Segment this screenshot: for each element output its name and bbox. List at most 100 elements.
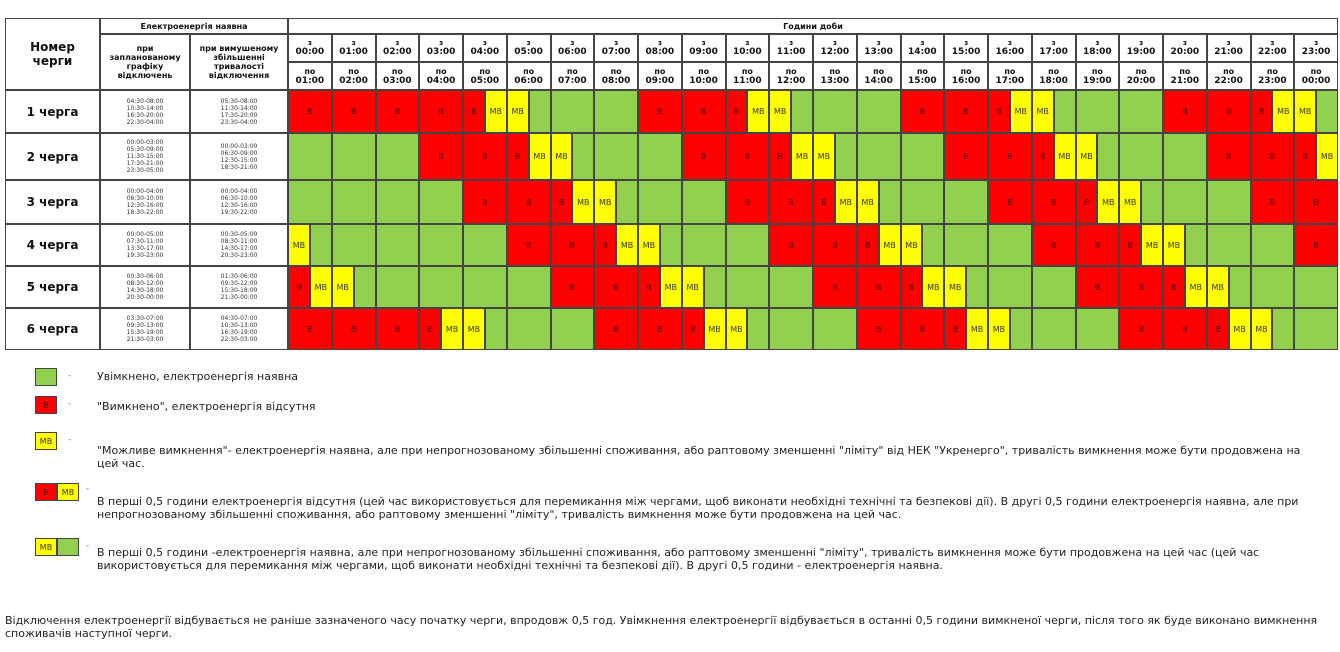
- from-time: 02:00: [383, 47, 412, 57]
- time-range: 06:30-10:00: [126, 195, 164, 202]
- half-hour-cell: МВ: [878, 224, 901, 266]
- legend-text: "Можливе вимкнення"- електроенергія наяв…: [97, 444, 1301, 470]
- planned-times: 00:00-04:00 06:30-10:00 12:30-16:00 18:30-2…: [100, 180, 190, 224]
- from-time: 17:00: [1039, 47, 1068, 57]
- from-time: 15:00: [951, 47, 981, 57]
- half-hour-cell: МВ: [550, 133, 573, 180]
- half-hour-cell: [484, 308, 507, 350]
- half-hour-cell: МВ: [856, 180, 879, 224]
- planned-times: 04:30-08:00 10:30-14:00 16:30-20:00 22:30-0…: [100, 90, 190, 133]
- forced-times: 01:30-06:00 09:30-12:00 15:30-18:00 21:30-0…: [190, 266, 288, 308]
- half-hour-cell: [1009, 308, 1032, 350]
- time-range: 13:30-17:00: [126, 245, 164, 252]
- half-hour-cell: МВ: [1031, 90, 1054, 133]
- hour-cell: В: [506, 224, 551, 266]
- half-hour-cell: В: [594, 224, 617, 266]
- from-label: з: [832, 39, 837, 47]
- hour-from: з 14:00: [900, 34, 945, 62]
- queue-name: 5 черга: [5, 266, 100, 308]
- forced-times: 04:30-07:00 10:30-13:00 16:30-19:00 22:30-0…: [190, 308, 288, 350]
- from-label: з: [351, 39, 356, 47]
- from-label: з: [657, 39, 662, 47]
- hour-to: по 19:00: [1075, 62, 1120, 90]
- to-label: по: [1310, 66, 1322, 76]
- to-time: 15:00: [908, 75, 937, 86]
- hour-from: з 01:00: [331, 34, 376, 62]
- to-time: 09:00: [645, 75, 675, 86]
- hour-cell: [944, 180, 988, 224]
- half-hour-cell: [1097, 133, 1120, 180]
- from-time: 20:00: [1170, 47, 1200, 57]
- hour-cell: В: [419, 90, 463, 133]
- half-hour-cell: [703, 266, 726, 308]
- hour-to: по 22:00: [1206, 62, 1251, 90]
- hour-cell: [419, 224, 463, 266]
- hour-to: по 10:00: [681, 62, 726, 90]
- to-label: по: [1266, 66, 1278, 76]
- legend-swatch: [35, 368, 57, 386]
- hour-cell: В: [550, 224, 595, 266]
- to-label: по: [479, 66, 491, 76]
- hour-to: по 02:00: [331, 62, 376, 90]
- time-range: 06:30-09:00: [220, 149, 258, 157]
- half-hour-cell: МВ: [747, 90, 770, 133]
- from-label: з: [482, 39, 487, 47]
- time-range: 15:30-19:00: [126, 329, 164, 336]
- from-time: 05:00: [514, 47, 543, 57]
- half-hour-cell: МВ: [1206, 266, 1229, 308]
- from-label: з: [526, 39, 531, 47]
- to-label: по: [1048, 66, 1060, 76]
- half-hour-cell: МВ: [506, 90, 529, 133]
- forced-times: 00:00-03:00 06:30-09:00 12:30-15:00 18:30-2…: [190, 133, 288, 180]
- hour-to: по 14:00: [856, 62, 901, 90]
- from-time: 08:00: [645, 47, 675, 57]
- hour-cell: В: [1250, 133, 1295, 180]
- from-time: 07:00: [601, 47, 631, 57]
- half-hour-cell: [1184, 224, 1207, 266]
- hour-cell: В: [419, 133, 463, 180]
- time-range: 05:30-08:00: [220, 97, 258, 105]
- planned-times: 00:00-05:00 07:30-11:00 13:30-17:00 19:30-2…: [100, 224, 190, 266]
- time-range: 00:00-04:00: [220, 188, 258, 195]
- hour-cell: В: [1294, 224, 1338, 266]
- to-time: 20:00: [1126, 75, 1156, 86]
- hour-cell: В: [375, 308, 420, 350]
- hour-cell: [725, 266, 770, 308]
- half-hour-cell: МВ: [463, 308, 485, 350]
- to-time: 18:00: [1039, 75, 1068, 86]
- half-hour-cell: В: [1163, 266, 1185, 308]
- hour-cell: В: [638, 90, 682, 133]
- time-range: 15:30-18:00: [220, 287, 258, 294]
- from-label: з: [439, 39, 444, 47]
- from-label: з: [745, 39, 750, 47]
- to-label: по: [1091, 66, 1103, 76]
- to-label: по: [566, 66, 578, 76]
- half-hour-cell: В: [463, 90, 485, 133]
- half-hour-cell: В: [506, 133, 529, 180]
- hour-cell: В: [900, 308, 945, 350]
- half-hour-cell: МВ: [484, 90, 507, 133]
- hour-cell: [813, 308, 857, 350]
- time-range: 08:30-12:00: [126, 280, 164, 287]
- hour-cell: В: [900, 90, 945, 133]
- legend-separator: -: [86, 541, 90, 551]
- hour-cell: [681, 180, 726, 224]
- hour-from: з 22:00: [1250, 34, 1295, 62]
- hour-cell: [594, 133, 638, 180]
- to-time: 01:00: [295, 75, 325, 86]
- hour-to: по 17:00: [988, 62, 1032, 90]
- time-range: 06:30-10:00: [220, 195, 258, 202]
- half-hour-cell: МВ: [1250, 308, 1273, 350]
- half-hour-cell: МВ: [572, 180, 595, 224]
- time-range: 00:00-05:00: [126, 231, 164, 238]
- hour-cell: В: [988, 133, 1032, 180]
- hour-from: з 12:00: [813, 34, 857, 62]
- legend-swatch: [57, 538, 79, 556]
- hour-cell: [769, 308, 813, 350]
- half-hour-cell: [966, 266, 988, 308]
- hour-cell: В: [813, 224, 857, 266]
- queue-name: 6 черга: [5, 308, 100, 350]
- time-range: 21:30-00:00: [220, 294, 258, 301]
- half-hour-cell: В: [813, 180, 835, 224]
- to-time: 03:00: [383, 75, 412, 86]
